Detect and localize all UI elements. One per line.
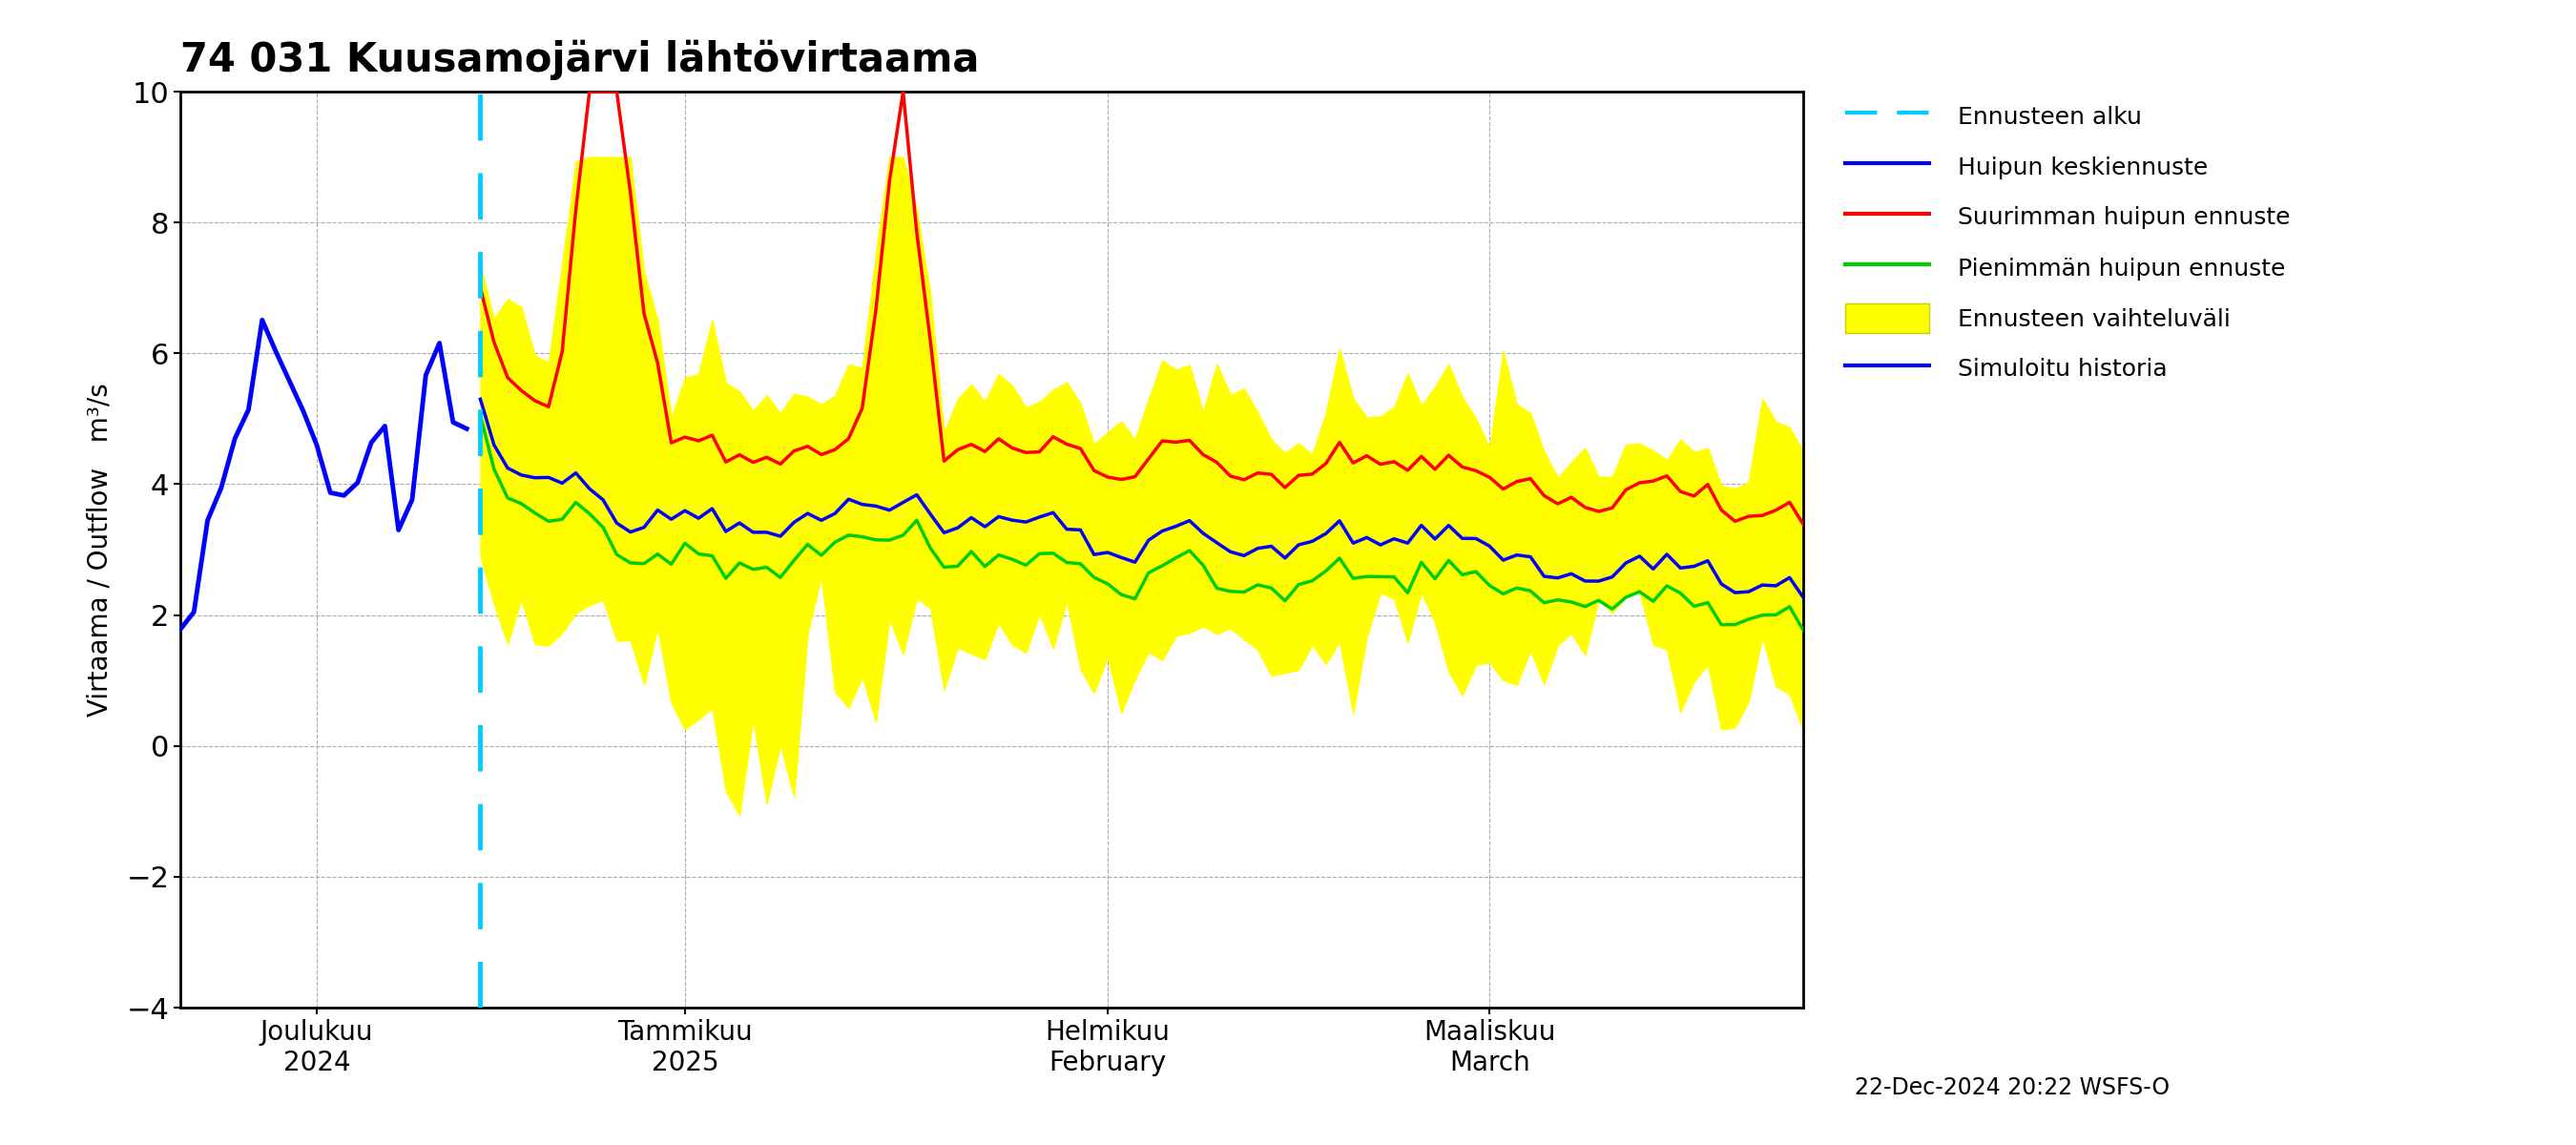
Text: 74 031 Kuusamojärvi lähtövirtaama: 74 031 Kuusamojärvi lähtövirtaama [180,40,979,80]
Y-axis label: Virtaama / Outflow   m³/s: Virtaama / Outflow m³/s [85,382,113,717]
Text: 22-Dec-2024 20:22 WSFS-O: 22-Dec-2024 20:22 WSFS-O [1855,1076,2169,1099]
Legend: Ennusteen alku, Huipun keskiennuste, Suurimman huipun ennuste, Pienimmän huipun : Ennusteen alku, Huipun keskiennuste, Suu… [1837,92,2300,393]
